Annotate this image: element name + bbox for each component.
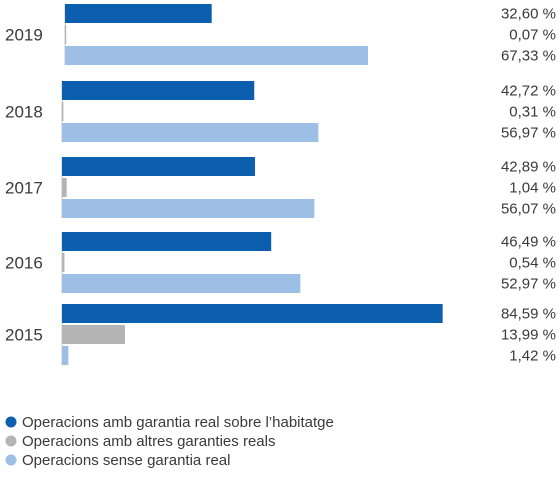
legend-item-3: Operacions sense garantia real <box>5 452 230 469</box>
category-group-2018: 42,72 % 0,31 % 56,97 % 2018 <box>5 81 556 142</box>
legend-item-1: Operacions amb garantia real sobre l’hab… <box>5 414 334 431</box>
bar-2015-series-3 <box>62 346 69 365</box>
value-label-2015-series-1: 84,59 % <box>501 306 556 323</box>
value-label-2018-series-3: 56,97 % <box>501 125 556 142</box>
legend-marker <box>5 454 17 466</box>
bar-2016-series-3 <box>62 274 301 293</box>
bar-2017-series-2 <box>62 178 67 197</box>
value-label-2018-series-1: 42,72 % <box>501 83 556 100</box>
bar-2017-series-1 <box>62 157 256 176</box>
value-label-2015-series-3: 1,42 % <box>509 348 556 365</box>
value-label-2016-series-1: 46,49 % <box>501 234 556 251</box>
bar-2019-series-2 <box>65 25 67 44</box>
bar-2018-series-2 <box>62 102 64 121</box>
legend: Operacions amb garantia real sobre l’hab… <box>5 414 334 469</box>
value-label-2019-series-1: 32,60 % <box>501 6 556 23</box>
bar-2018-series-1 <box>62 81 255 100</box>
value-label-2018-series-2: 0,31 % <box>509 104 556 121</box>
legend-marker <box>5 416 17 428</box>
year-label-2018: 2018 <box>5 103 43 122</box>
category-group-2015: 84,59 % 13,99 % 1,42 % 2015 <box>5 304 556 365</box>
legend-marker <box>5 435 17 447</box>
legend-item-2: Operacions amb altres garanties reals <box>5 433 275 450</box>
year-label-2015: 2015 <box>5 326 43 345</box>
value-label-2017-series-1: 42,89 % <box>501 159 556 176</box>
bar-2017-series-3 <box>62 199 315 218</box>
bar-2015-series-2 <box>62 325 125 344</box>
category-group-2016: 46,49 % 0,54 % 52,97 % 2016 <box>5 232 556 293</box>
year-label-2019: 2019 <box>5 26 43 45</box>
value-label-2015-series-2: 13,99 % <box>501 327 556 344</box>
bar-2016-series-2 <box>62 253 65 272</box>
value-label-2019-series-3: 67,33 % <box>501 48 556 65</box>
value-label-2016-series-3: 52,97 % <box>501 276 556 293</box>
year-label-2017: 2017 <box>5 179 43 198</box>
legend-label: Operacions amb altres garanties reals <box>22 433 275 450</box>
bar-2015-series-1 <box>62 304 443 323</box>
category-group-2019: 32,60 % 0,07 % 67,33 % 2019 <box>5 4 556 65</box>
legend-label: Operacions sense garantia real <box>22 452 230 469</box>
value-label-2019-series-2: 0,07 % <box>509 27 556 44</box>
category-group-2017: 42,89 % 1,04 % 56,07 % 2017 <box>5 157 556 218</box>
bar-2016-series-1 <box>62 232 272 251</box>
bar-groups: 32,60 % 0,07 % 67,33 % 2019 42,72 % 0,31 % 56,… <box>5 4 556 365</box>
bar-2019-series-3 <box>65 46 368 65</box>
value-label-2016-series-2: 0,54 % <box>509 255 556 272</box>
value-label-2017-series-2: 1,04 % <box>509 180 556 197</box>
year-label-2016: 2016 <box>5 254 43 273</box>
legend-label: Operacions amb garantia real sobre l’hab… <box>22 414 334 431</box>
bar-2019-series-1 <box>65 4 212 23</box>
value-label-2017-series-3: 56,07 % <box>501 201 556 218</box>
bar-2018-series-3 <box>62 123 319 142</box>
